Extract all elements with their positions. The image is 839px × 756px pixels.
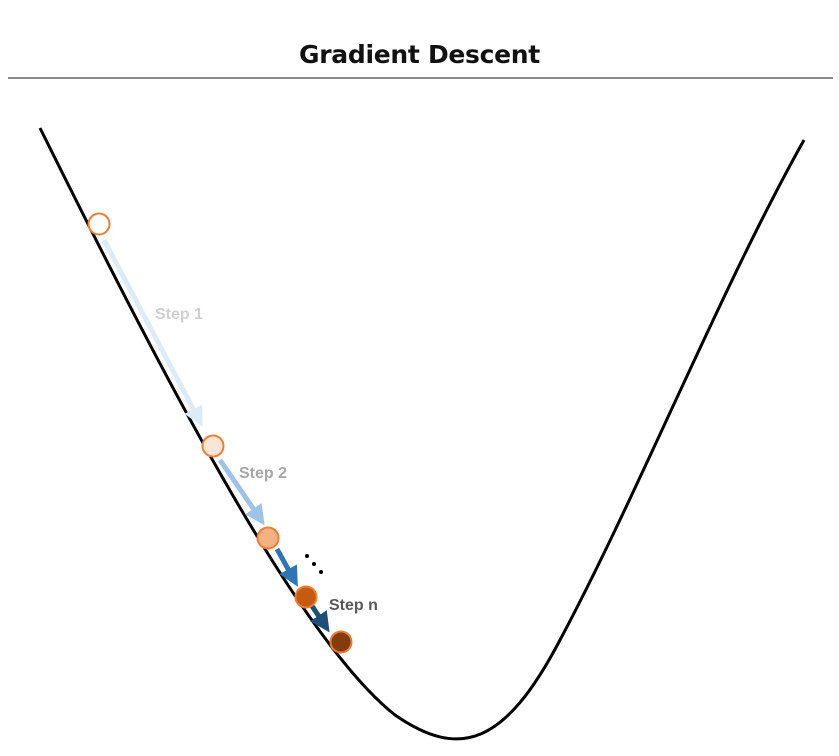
step-2-label: Step 2 bbox=[239, 465, 287, 482]
title-divider bbox=[8, 77, 833, 79]
loss-curve bbox=[38, 127, 806, 741]
step-2-arrow bbox=[217, 458, 265, 526]
step-n-label: Step n bbox=[329, 597, 378, 614]
ellipsis-dots bbox=[305, 554, 323, 574]
step-1-label: Step 1 bbox=[155, 306, 203, 323]
point-5 bbox=[329, 630, 353, 654]
point-2 bbox=[201, 434, 225, 458]
step-1-arrow bbox=[101, 238, 203, 427]
point-1 bbox=[87, 212, 111, 236]
diagram-title: Gradient Descent bbox=[299, 40, 540, 69]
point-4 bbox=[294, 585, 318, 609]
step-3-arrow bbox=[274, 547, 298, 587]
point-3 bbox=[256, 526, 280, 550]
step-n-arrow bbox=[309, 604, 330, 633]
